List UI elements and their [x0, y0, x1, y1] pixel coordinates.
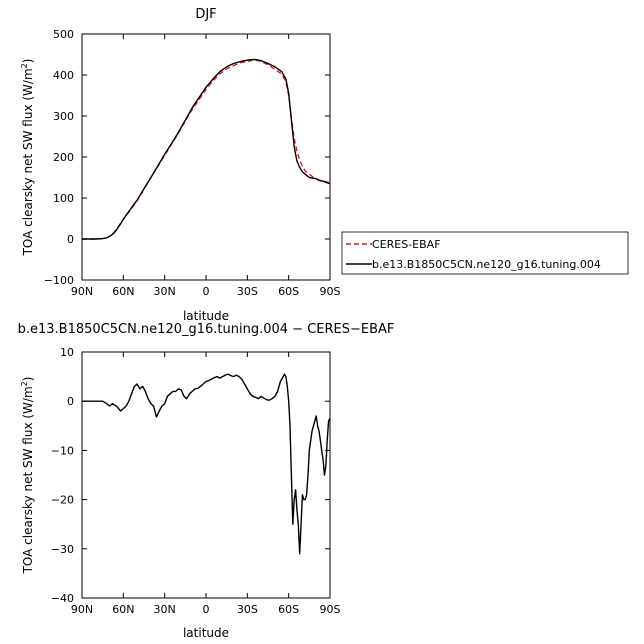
legend-label-ceres: CERES-EBAF [372, 238, 441, 251]
bottom-series-layer [82, 373, 331, 555]
bottom-plot-frame [81, 351, 331, 599]
top-ticks-layer: 90N 60N 30N 0 30S 60S 90S −100 0 100 200 300 400 500 [44, 28, 341, 298]
top-x-tick-label: 90N [71, 285, 93, 298]
bottom-y-axis-label-main: TOA clearsky net SW flux (W/m [21, 386, 35, 574]
bottom-y-tick-label: −40 [51, 592, 74, 605]
legend: CERES-EBAF b.e13.B1850C5CN.ne120_g16.tun… [341, 231, 629, 275]
top-series-line-1 [82, 58, 331, 240]
bottom-series-line-0 [82, 373, 331, 555]
top-y-tick-label: 400 [53, 69, 74, 82]
top-y-axis-label-tail: ) [21, 59, 35, 64]
bottom-x-tick-label: 30N [154, 603, 176, 616]
top-y-tick-label: 300 [53, 110, 74, 123]
top-y-tick-label: 500 [53, 28, 74, 41]
bottom-ticks-layer: 90N 60N 30N 0 30S 60S 90S −40 −30 −20 −10 0 10 [51, 346, 341, 616]
legend-label-model: b.e13.B1850C5CN.ne120_g16.tuning.004 [372, 258, 601, 271]
top-y-tick-label: 200 [53, 151, 74, 164]
top-chart-title: DJF [195, 7, 216, 22]
bottom-y-tick-label: −20 [51, 494, 74, 507]
bottom-y-axis-label-sup: 2 [20, 381, 29, 386]
top-y-axis-label-sup: 2 [20, 63, 29, 68]
top-x-tick-label: 30S [237, 285, 258, 298]
bottom-panel: b.e13.B1850C5CN.ne120_g16.tuning.004 − C… [18, 322, 395, 640]
top-x-tick-label: 60N [112, 285, 134, 298]
bottom-x-tick-label: 90N [71, 603, 93, 616]
bottom-x-tick-label: 90S [320, 603, 341, 616]
top-plot-frame [81, 33, 331, 281]
bottom-x-tick-label: 60N [112, 603, 134, 616]
bottom-y-axis-label: TOA clearsky net SW flux (W/m2) [20, 377, 35, 575]
bottom-x-tick-label: 60S [278, 603, 299, 616]
top-x-tick-label: 30N [154, 285, 176, 298]
top-series-layer [82, 58, 331, 240]
top-panel: DJF 90N 60N 30N 0 30S 60S 90S −100 0 100 200 300 400… [20, 7, 629, 323]
bottom-y-tick-label: 10 [60, 346, 74, 359]
top-y-axis-label-main: TOA clearsky net SW flux (W/m [21, 68, 35, 256]
bottom-y-axis-label-tail: ) [21, 377, 35, 382]
bottom-x-axis-label: latitude [183, 626, 229, 640]
legend-box [341, 231, 629, 275]
bottom-chart-title: b.e13.B1850C5CN.ne120_g16.tuning.004 − C… [18, 322, 395, 337]
top-x-axis-label: latitude [183, 309, 229, 323]
top-y-tick-label: −100 [44, 274, 74, 287]
bottom-y-tick-label: 0 [67, 395, 74, 408]
top-y-tick-label: 0 [67, 233, 74, 246]
bottom-x-tick-label: 0 [203, 603, 210, 616]
top-x-tick-label: 0 [203, 285, 210, 298]
top-x-tick-label: 90S [320, 285, 341, 298]
top-x-tick-label: 60S [278, 285, 299, 298]
top-y-axis-label: TOA clearsky net SW flux (W/m2) [20, 59, 35, 257]
bottom-y-tick-label: −10 [51, 444, 74, 457]
top-y-tick-label: 100 [53, 192, 74, 205]
bottom-x-tick-label: 30S [237, 603, 258, 616]
bottom-y-tick-label: −30 [51, 543, 74, 556]
